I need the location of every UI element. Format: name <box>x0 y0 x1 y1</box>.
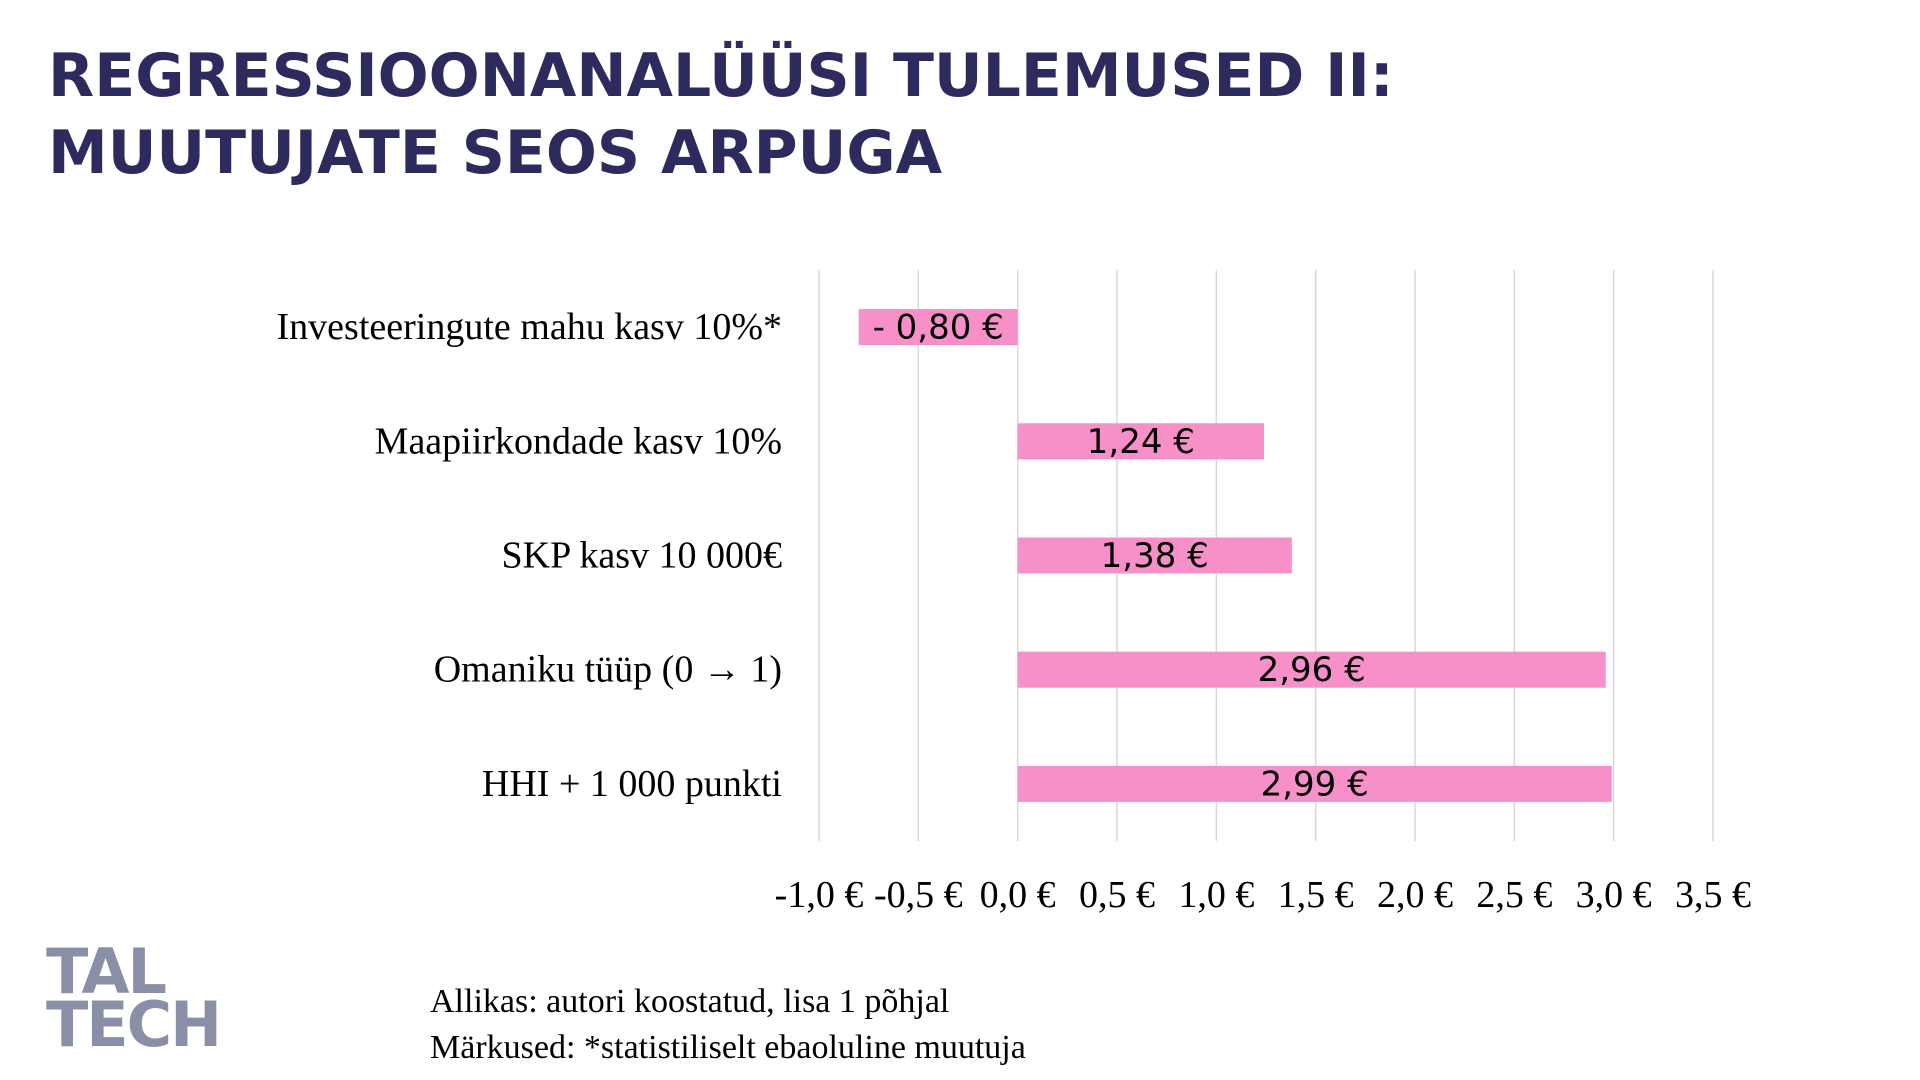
x-tick-label: 1,0 € <box>1178 874 1254 916</box>
category-label: Omaniku tüüp (0 → 1) <box>434 649 782 691</box>
chart: -1,0 € -0,5 € 0,0 € 0,5 € 1,0 € 1,5 € 2,0 € 2,5… <box>277 270 1751 916</box>
notes: Märkused: *statistiliselt ebaoluline muu… <box>430 1029 1026 1066</box>
x-tick-label: 2,0 € <box>1377 874 1453 916</box>
bar <box>1017 537 1292 574</box>
source: Allikas: autori koostatud, lisa 1 põhjal <box>430 983 949 1020</box>
bar <box>1017 423 1265 460</box>
value-label: 1,38 € <box>1101 536 1209 576</box>
logo: TECH <box>46 988 220 1061</box>
value-label: 2,99 € <box>1261 764 1369 804</box>
x-tick-label: 0,0 € <box>980 874 1056 916</box>
value-label: 2,96 € <box>1258 650 1366 690</box>
x-tick-label: 1,5 € <box>1278 874 1354 916</box>
category-label: HHI + 1 000 punkti <box>482 763 782 805</box>
x-tick-label: -1,0 € <box>775 874 864 916</box>
title-line: MUUTUJATE SEOS ARPUGA <box>48 118 943 188</box>
bar <box>1017 765 1612 802</box>
bar <box>858 309 1018 346</box>
x-tick-label: 3,0 € <box>1576 874 1652 916</box>
category-label: Maapiirkondade kasv 10% <box>375 420 782 462</box>
bar <box>1017 651 1606 688</box>
value-label: - 0,80 € <box>873 308 1004 348</box>
x-tick-label: 3,5 € <box>1675 874 1751 916</box>
logo: TAL <box>46 935 165 1008</box>
title-line: REGRESSIOONANALÜÜSI TULEMUSED II: <box>48 40 1394 111</box>
x-tick-label: 2,5 € <box>1476 874 1552 916</box>
x-tick-label: -0,5 € <box>874 874 963 916</box>
category-label: Investeeringute mahu kasv 10%* <box>277 306 782 348</box>
category-label: SKP kasv 10 000€ <box>502 535 782 577</box>
value-label: 1,24 € <box>1087 422 1195 462</box>
x-tick-label: 0,5 € <box>1079 874 1155 916</box>
